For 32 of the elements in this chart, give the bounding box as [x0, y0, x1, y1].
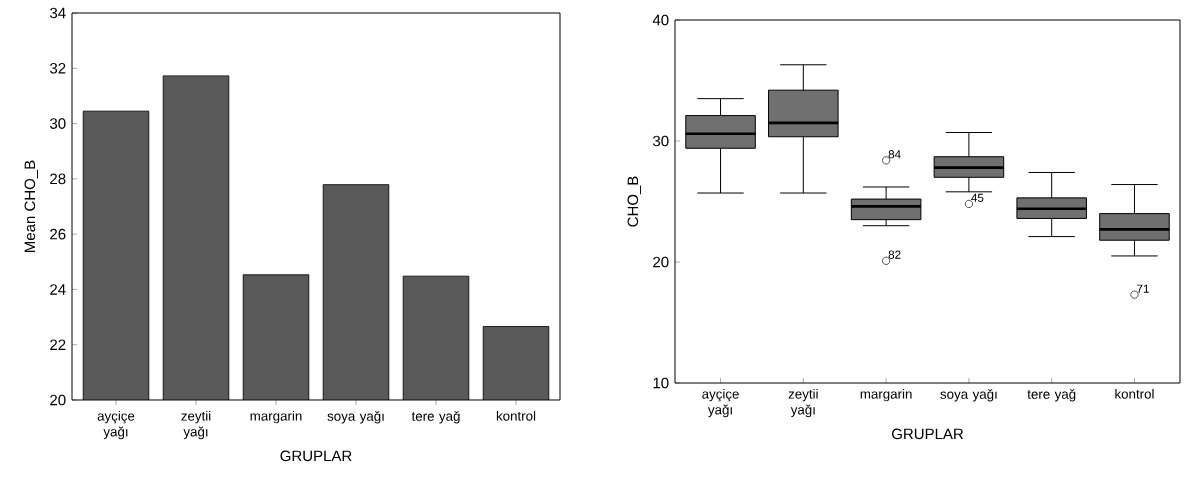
y-tick-label: 20	[50, 394, 66, 406]
annotation: 71	[1137, 284, 1149, 293]
y-tick-label: 24	[50, 284, 66, 295]
annotation: 45	[971, 193, 984, 202]
x-tick-label: margarin	[250, 410, 302, 424]
y-axis-title: Mean CHO_B	[24, 160, 38, 252]
x-tick-label: tere yağ	[1027, 388, 1076, 402]
x-tick-label: ayçiçe yağı	[97, 410, 135, 440]
y-tick-label: 28	[50, 173, 66, 185]
x-tick-label: kontrol	[496, 410, 536, 421]
y-tick-label: 10	[653, 377, 669, 389]
y-tick-label: 30	[50, 118, 66, 129]
annotation: 84	[888, 150, 901, 159]
y-tick-label: 26	[50, 228, 66, 240]
y-tick-label: 34	[50, 7, 66, 19]
x-tick-label: kontrol	[1115, 388, 1154, 399]
x-tick-label: margarin	[860, 388, 912, 402]
annotation: 82	[888, 250, 901, 259]
x-tick-label: zeytii yağı	[788, 388, 818, 418]
y-tick-label: 32	[50, 62, 66, 74]
x-tick-label: tere yağ	[411, 410, 460, 424]
y-tick-label: 30	[653, 135, 669, 147]
x-tick-label: soya yağı	[940, 388, 997, 402]
x-axis-title: GRUPLAR	[280, 450, 352, 462]
x-tick-label: soya yağı	[327, 410, 384, 424]
x-tick-label: zeytii yağı	[181, 410, 211, 440]
y-axis-title: CHO_B	[627, 176, 641, 227]
y-tick-label: 20	[653, 256, 669, 268]
y-tick-label: 22	[50, 339, 66, 350]
y-tick-label: 40	[652, 14, 669, 26]
x-axis-title: GRUPLAR	[892, 428, 964, 440]
x-tick-label: ayçiçe yağı	[702, 388, 739, 418]
